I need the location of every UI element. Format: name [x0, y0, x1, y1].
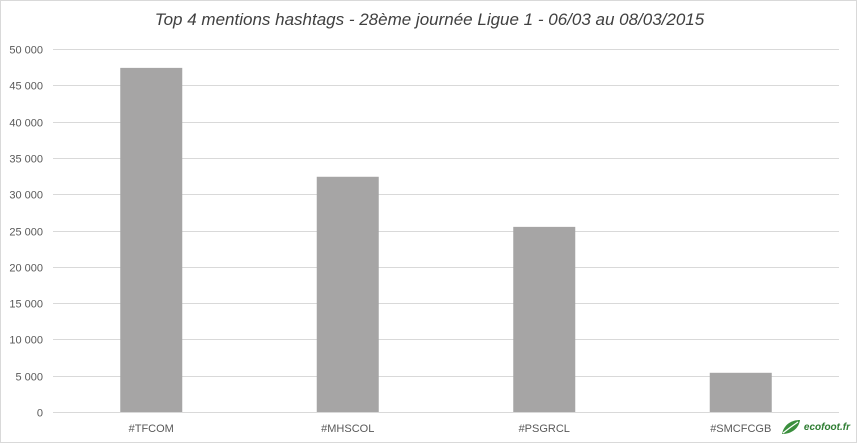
gridlines — [53, 49, 839, 377]
y-tick-label: 50 000 — [9, 45, 43, 57]
x-tick-label: #SMCFCGB — [710, 423, 771, 435]
ecofoot-logo: ecofoot.fr — [780, 418, 850, 436]
y-tick-label: 45 000 — [9, 81, 43, 93]
y-tick-label: 40 000 — [9, 118, 43, 130]
y-tick-label: 20 000 — [9, 263, 43, 275]
leaf-icon — [781, 420, 800, 434]
x-tick-label: #PSGRCL — [519, 423, 570, 435]
x-tick-label: #TFCOM — [129, 423, 174, 435]
y-tick-label: 35 000 — [9, 154, 43, 166]
y-tick-label: 25 000 — [9, 227, 43, 239]
bar-tfcom — [120, 67, 183, 412]
x-tick-label: #MHSCOL — [321, 423, 374, 435]
y-tick-label: 5 000 — [15, 372, 43, 384]
bar-psgrcl — [513, 226, 576, 412]
chart-title: Top 4 mentions hashtags - 28ème journée … — [154, 10, 705, 29]
y-tick-label: 15 000 — [9, 299, 43, 311]
y-tick-label: 10 000 — [9, 335, 43, 347]
y-tick-label: 30 000 — [9, 190, 43, 202]
bars — [120, 67, 772, 412]
logo-text: ecofoot.fr — [803, 421, 850, 433]
x-axis-tick-labels: #TFCOM #MHSCOL #PSGRCL #SMCFCGB — [129, 423, 772, 435]
y-tick-label: 0 — [37, 408, 43, 420]
y-axis-tick-labels: 0 5 000 10 000 15 000 20 000 25 000 30 000 35 0… — [9, 45, 43, 420]
bar-smcfcgb — [709, 372, 772, 412]
bar-mhscol — [316, 176, 379, 412]
